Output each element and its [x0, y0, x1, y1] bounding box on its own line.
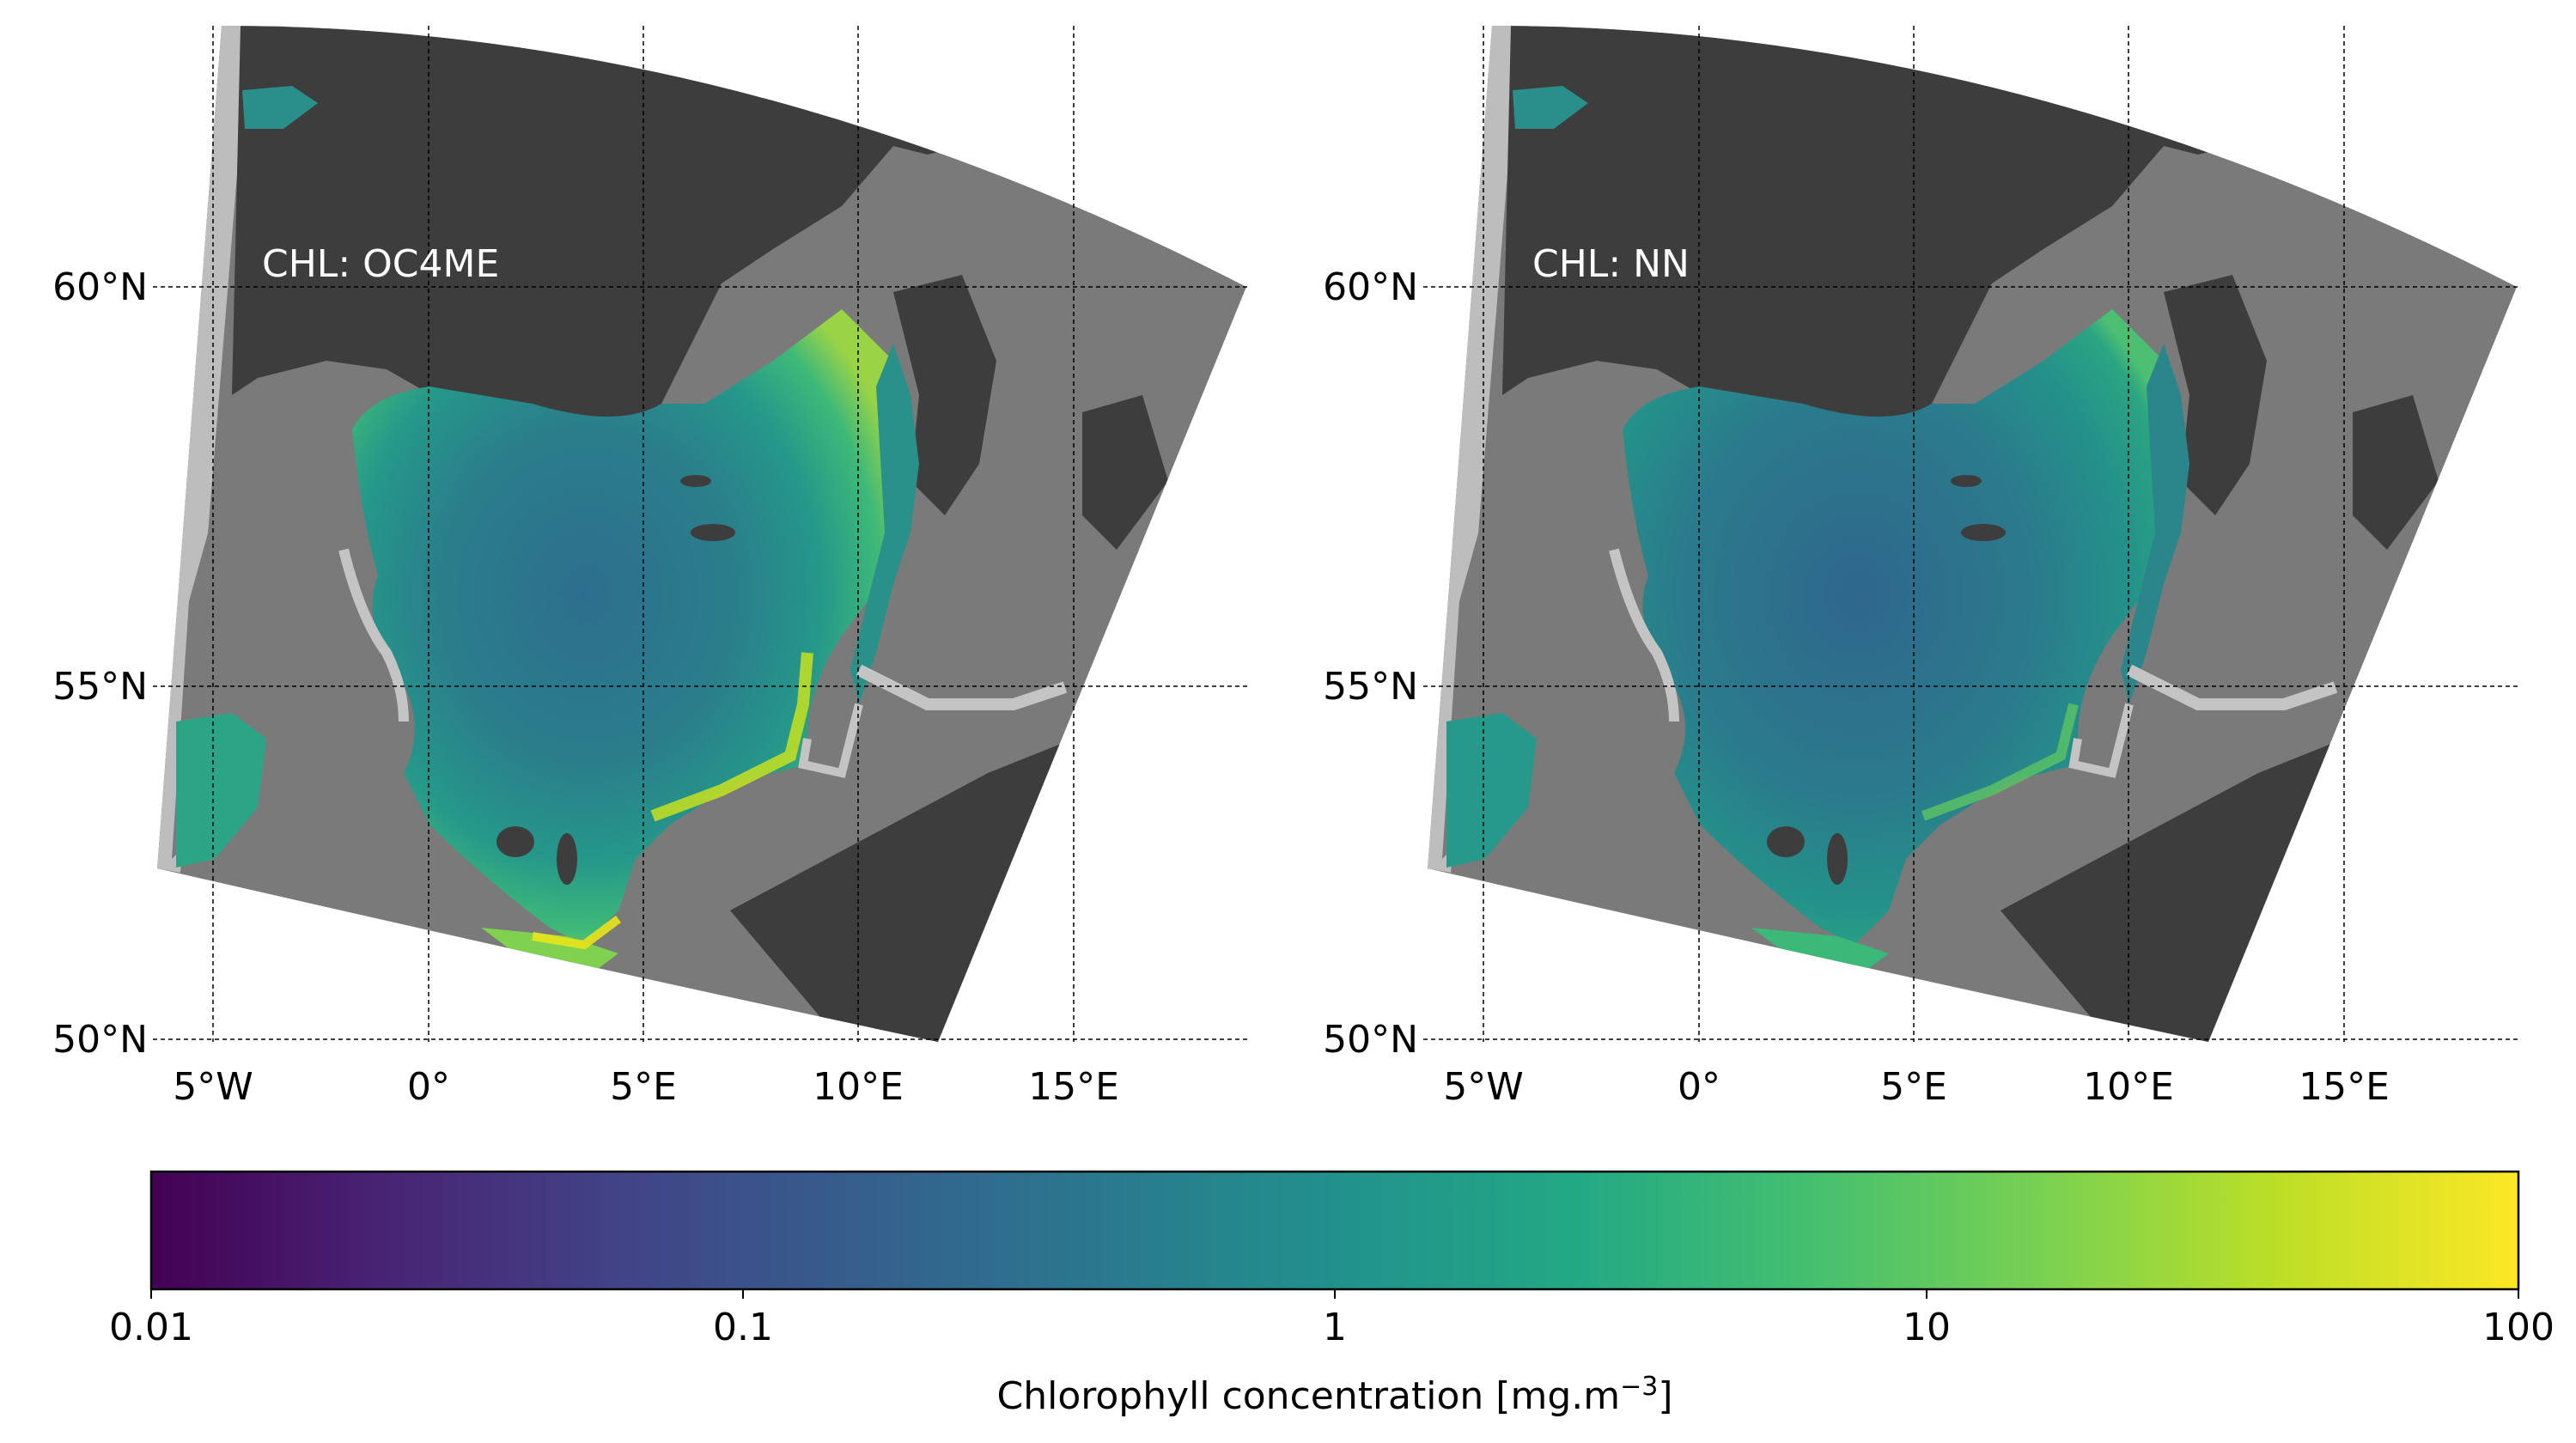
colorbar-label: Chlorophyll concentration [mg.m−3] [996, 1372, 1672, 1418]
lon-tick-label: 5°W [1443, 1065, 1524, 1109]
lat-tick-label: 50°N [52, 1018, 148, 1062]
lon-tick-label: 5°W [173, 1065, 253, 1109]
lat-tick-label: 55°N [1323, 665, 1418, 709]
map-panel-nn: CHL: NN 60°N 55°N 50°N 5°W 0° 5°E 10°E 1… [1323, 17, 2533, 1109]
colorbar-tick-label: 1 [1323, 1306, 1347, 1349]
lon-tick-label: 15°E [1028, 1065, 1119, 1109]
colorbar-ticks [151, 1289, 2518, 1299]
lon-tick-label: 0° [407, 1065, 450, 1109]
lon-tick-label: 5°E [1880, 1065, 1947, 1109]
colorbar-tick-label: 0.01 [109, 1306, 193, 1349]
lat-tick-labels: 60°N 55°N 50°N [1323, 265, 1418, 1062]
map-panel-oc4me: CHL: OC4ME 60°N 55°N 50°N 5°W 0° 5°E 10°… [52, 17, 1263, 1109]
lon-tick-labels: 5°W 0° 5°E 10°E 15°E [1443, 1065, 2390, 1109]
colorbar-tick-labels: 0.01 0.1 1 10 100 [109, 1306, 2555, 1349]
lake [680, 475, 711, 487]
lake [1961, 524, 2006, 541]
lat-tick-label: 55°N [52, 665, 148, 709]
lon-tick-label: 10°E [813, 1065, 904, 1109]
lon-tick-label: 0° [1678, 1065, 1720, 1109]
lake [557, 833, 577, 885]
colorbar-gradient [151, 1172, 2518, 1289]
panel-label: CHL: NN [1532, 242, 1690, 286]
colorbar-tick-label: 10 [1903, 1306, 1951, 1349]
lon-tick-labels: 5°W 0° 5°E 10°E 15°E [173, 1065, 1119, 1109]
lake [496, 826, 534, 857]
lat-tick-label: 50°N [1323, 1018, 1418, 1062]
panel-label: CHL: OC4ME [262, 242, 499, 286]
lake [691, 524, 735, 541]
lat-tick-labels: 60°N 55°N 50°N [52, 265, 148, 1062]
lake [1827, 833, 1848, 885]
lat-tick-label: 60°N [52, 265, 148, 309]
colorbar-tick-label: 0.1 [713, 1306, 773, 1349]
colorbar-tick-label: 100 [2482, 1306, 2555, 1349]
colorbar: 0.01 0.1 1 10 100 Chlorophyll concentrat… [109, 1172, 2555, 1418]
lon-tick-label: 10°E [2083, 1065, 2174, 1109]
lon-tick-label: 5°E [610, 1065, 677, 1109]
lake [1951, 475, 1982, 487]
lat-tick-label: 60°N [1323, 265, 1418, 309]
lake [1767, 826, 1805, 857]
lon-tick-label: 15°E [2299, 1065, 2390, 1109]
